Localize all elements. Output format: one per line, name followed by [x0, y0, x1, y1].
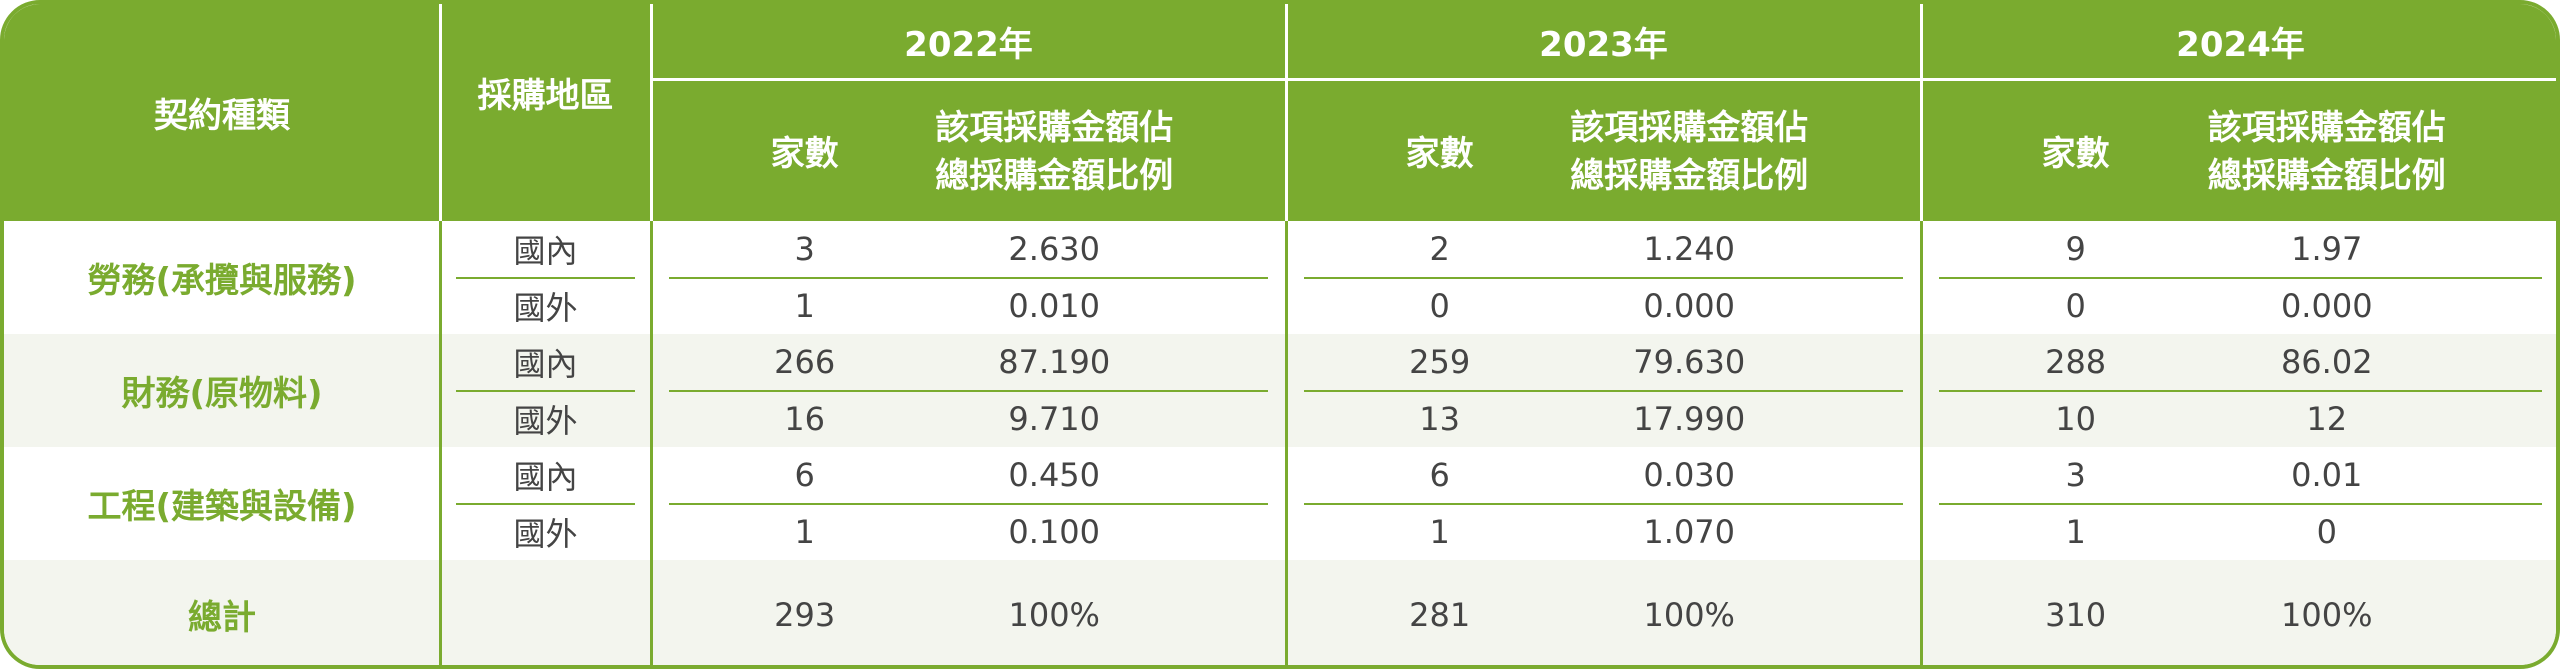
- row-divider: [1304, 389, 1903, 392]
- count-cell: 266: [774, 343, 836, 382]
- header-cell: 總採購金額比例: [935, 155, 1174, 196]
- ratio-cell: 0.000: [1643, 286, 1736, 325]
- region-cell: 國內: [513, 458, 578, 497]
- ratio-cell: 100%: [1643, 595, 1735, 634]
- row-divider: [1939, 389, 2542, 392]
- ratio-cell: 0: [2316, 512, 2337, 551]
- region-cell: 國內: [513, 232, 578, 271]
- column-divider: [1285, 221, 1288, 665]
- count-cell: 6: [1429, 456, 1450, 495]
- ratio-cell: 9.710: [1008, 399, 1101, 438]
- count-cell: 1: [794, 512, 815, 551]
- row-divider: [1939, 502, 2542, 505]
- row-divider: [1304, 276, 1903, 279]
- count-cell: 293: [774, 595, 836, 634]
- group-name: 工程(建築與設備): [87, 487, 357, 527]
- region-cell: 國外: [513, 288, 578, 327]
- count-cell: 1: [2065, 512, 2086, 551]
- count-cell: 1: [1429, 512, 1450, 551]
- count-cell: 3: [794, 230, 815, 269]
- header-divider: [439, 4, 442, 221]
- count-cell: 281: [1409, 595, 1471, 634]
- header-cell: 該項採購金額佔: [1570, 107, 1809, 148]
- ratio-cell: 0.030: [1643, 456, 1736, 495]
- row-divider: [1939, 276, 2542, 279]
- group-name: 財務(原物料): [121, 374, 323, 414]
- total-bg: [4, 560, 2556, 665]
- header-cell: 契約種類: [154, 96, 290, 136]
- row-divider: [1304, 502, 1903, 505]
- count-cell: 0: [2065, 286, 2086, 325]
- count-cell: 13: [1419, 399, 1461, 438]
- count-cell: 2: [1429, 230, 1450, 269]
- count-cell: 10: [2055, 399, 2096, 438]
- ratio-cell: 1.240: [1643, 230, 1736, 269]
- row-divider: [669, 389, 1268, 392]
- ratio-cell: 17.990: [1633, 399, 1746, 438]
- count-cell: 310: [2045, 595, 2107, 634]
- year-header: 2022年: [904, 25, 1033, 65]
- ratio-cell: 12: [2306, 399, 2348, 438]
- header-bg: [4, 4, 2556, 221]
- count-cell: 16: [784, 399, 826, 438]
- region-cell: 國外: [513, 401, 578, 440]
- header-cell: 該項採購金額佔: [2207, 107, 2446, 148]
- row-divider: [456, 276, 635, 279]
- header-divider: [651, 78, 2556, 81]
- header-divider: [1285, 4, 1288, 221]
- count-cell: 6: [794, 456, 815, 495]
- row-divider: [669, 276, 1268, 279]
- ratio-cell: 79.630: [1633, 343, 1746, 382]
- header-divider: [1920, 4, 1923, 221]
- row-divider: [456, 389, 635, 392]
- year-header: 2023年: [1539, 25, 1668, 65]
- header-cell: 家數: [770, 133, 839, 174]
- ratio-cell: 0.01: [2291, 456, 2363, 495]
- column-divider: [1920, 221, 1923, 665]
- header-cell: 採購地區: [477, 76, 614, 116]
- header-cell: 家數: [1405, 133, 1474, 174]
- ratio-cell: 1.97: [2291, 230, 2363, 269]
- count-cell: 259: [1409, 343, 1471, 382]
- column-divider: [439, 221, 442, 665]
- ratio-cell: 0.010: [1008, 286, 1101, 325]
- header-cell: 總採購金額比例: [1570, 155, 1809, 196]
- ratio-cell: 2.630: [1008, 230, 1101, 269]
- ratio-cell: 87.190: [998, 343, 1111, 382]
- count-cell: 288: [2045, 343, 2107, 382]
- year-header: 2024年: [2176, 25, 2305, 65]
- count-cell: 1: [794, 286, 815, 325]
- ratio-cell: 1.070: [1643, 512, 1736, 551]
- ratio-cell: 100%: [2281, 595, 2373, 634]
- row-divider: [456, 502, 635, 505]
- region-cell: 國內: [513, 345, 578, 384]
- header-cell: 總採購金額比例: [2207, 155, 2446, 196]
- ratio-cell: 86.02: [2280, 343, 2373, 382]
- ratio-cell: 100%: [1008, 595, 1100, 634]
- total-label: 總計: [188, 598, 256, 638]
- header-divider: [650, 4, 653, 221]
- row-divider: [669, 502, 1268, 505]
- count-cell: 3: [2065, 456, 2086, 495]
- count-cell: 9: [2065, 230, 2086, 269]
- ratio-cell: 0.450: [1008, 456, 1101, 495]
- group-name: 勞務(承攬與服務): [87, 261, 357, 301]
- ratio-cell: 0.000: [2280, 286, 2373, 325]
- ratio-cell: 0.100: [1008, 512, 1101, 551]
- header-cell: 家數: [2041, 133, 2110, 174]
- count-cell: 0: [1429, 286, 1450, 325]
- header-cell: 該項採購金額佔: [935, 107, 1174, 148]
- column-divider: [650, 221, 653, 665]
- region-cell: 國外: [513, 514, 578, 553]
